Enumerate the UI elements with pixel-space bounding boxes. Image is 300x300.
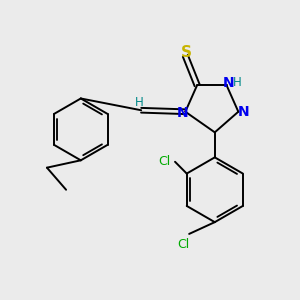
Text: N: N <box>238 105 249 119</box>
Text: Cl: Cl <box>177 238 189 251</box>
Text: N: N <box>177 106 188 120</box>
Text: S: S <box>181 45 192 60</box>
Text: H: H <box>135 95 144 109</box>
Text: N: N <box>223 76 235 90</box>
Text: H: H <box>233 76 242 89</box>
Text: Cl: Cl <box>159 155 171 168</box>
